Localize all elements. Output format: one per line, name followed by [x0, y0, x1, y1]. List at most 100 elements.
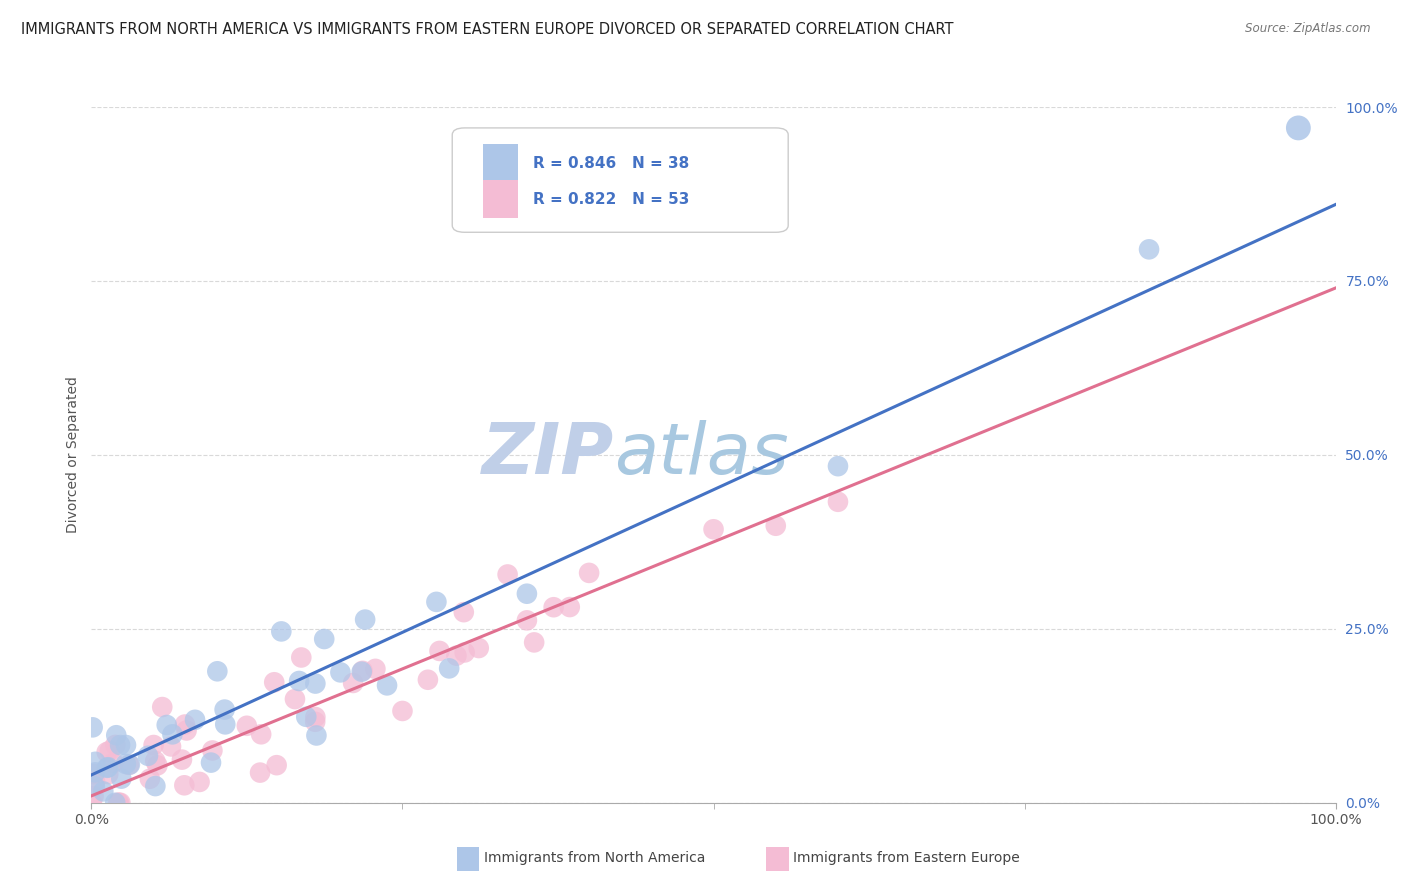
Point — [364, 662, 387, 676]
Point — [107, 796, 129, 810]
Point — [176, 723, 198, 738]
Point — [150, 700, 173, 714]
Point — [496, 567, 519, 582]
Point — [284, 692, 307, 706]
Point — [108, 738, 131, 752]
Text: Immigrants from Eastern Europe: Immigrants from Eastern Europe — [793, 851, 1019, 865]
Bar — [484, 144, 519, 182]
Text: R = 0.846   N = 38: R = 0.846 N = 38 — [533, 156, 689, 171]
Point — [1137, 243, 1160, 257]
Point — [97, 767, 120, 781]
Point — [118, 757, 141, 772]
Point — [160, 739, 183, 754]
Y-axis label: Divorced or Separated: Divorced or Separated — [66, 376, 80, 533]
Point — [139, 772, 162, 786]
Text: atlas: atlas — [614, 420, 789, 490]
Point — [142, 738, 165, 752]
Point — [352, 664, 374, 678]
Text: ZIP: ZIP — [482, 420, 614, 490]
Point — [214, 703, 236, 717]
Point — [170, 753, 193, 767]
Bar — [484, 180, 519, 219]
Point — [543, 600, 565, 615]
Text: IMMIGRANTS FROM NORTH AMERICA VS IMMIGRANTS FROM EASTERN EUROPE DIVORCED OR SEPA: IMMIGRANTS FROM NORTH AMERICA VS IMMIGRA… — [21, 22, 953, 37]
Point — [523, 635, 546, 649]
Text: Source: ZipAtlas.com: Source: ZipAtlas.com — [1246, 22, 1371, 36]
Point — [84, 774, 107, 789]
Point — [162, 727, 184, 741]
Point — [110, 796, 132, 810]
Point — [266, 758, 288, 772]
Point — [96, 745, 118, 759]
Point — [453, 645, 475, 659]
Point — [429, 644, 451, 658]
Point — [97, 760, 120, 774]
Point — [827, 495, 849, 509]
Point — [304, 676, 326, 690]
Point — [558, 600, 581, 615]
Point — [702, 522, 725, 536]
Point — [578, 566, 600, 580]
Point — [188, 775, 211, 789]
Point — [80, 796, 103, 810]
Point — [288, 673, 311, 688]
Point — [236, 719, 259, 733]
Point — [304, 714, 326, 729]
Point — [82, 767, 104, 781]
Point — [453, 605, 475, 619]
Point — [354, 613, 377, 627]
Text: R = 0.822   N = 53: R = 0.822 N = 53 — [533, 192, 689, 207]
Point — [184, 713, 207, 727]
Point — [391, 704, 413, 718]
Point — [375, 678, 398, 692]
Point — [108, 796, 131, 810]
Point — [437, 661, 460, 675]
Point — [118, 757, 141, 772]
Point — [516, 613, 538, 627]
Point — [82, 720, 104, 734]
Point — [305, 729, 328, 743]
Point — [84, 755, 107, 769]
Point — [263, 675, 285, 690]
Point — [446, 648, 468, 663]
Point — [104, 738, 127, 752]
Point — [200, 756, 222, 770]
Point — [249, 765, 271, 780]
Point — [110, 772, 132, 786]
Point — [174, 717, 197, 731]
Point — [156, 718, 179, 732]
Point — [173, 778, 195, 792]
Point — [416, 673, 439, 687]
Point — [84, 765, 107, 780]
Point — [329, 665, 352, 680]
Point — [516, 587, 538, 601]
Point — [425, 595, 447, 609]
Point — [295, 710, 318, 724]
Point — [136, 748, 159, 763]
Point — [342, 676, 364, 690]
Point — [103, 756, 125, 770]
Point — [214, 717, 236, 731]
Point — [143, 754, 166, 768]
Point — [115, 756, 138, 771]
Point — [765, 518, 787, 533]
Point — [468, 640, 491, 655]
Point — [207, 665, 229, 679]
Point — [105, 728, 128, 742]
Point — [98, 744, 121, 758]
Point — [250, 727, 273, 741]
Point — [350, 665, 373, 679]
Point — [827, 459, 849, 474]
Text: Immigrants from North America: Immigrants from North America — [484, 851, 704, 865]
Point — [290, 650, 312, 665]
Point — [91, 784, 114, 798]
Point — [304, 710, 326, 724]
Point — [83, 789, 105, 804]
Point — [115, 738, 138, 752]
Point — [96, 761, 118, 775]
Point — [146, 758, 169, 772]
Point — [1286, 120, 1309, 135]
Point — [314, 632, 336, 646]
FancyBboxPatch shape — [453, 128, 789, 232]
Point — [104, 796, 127, 810]
